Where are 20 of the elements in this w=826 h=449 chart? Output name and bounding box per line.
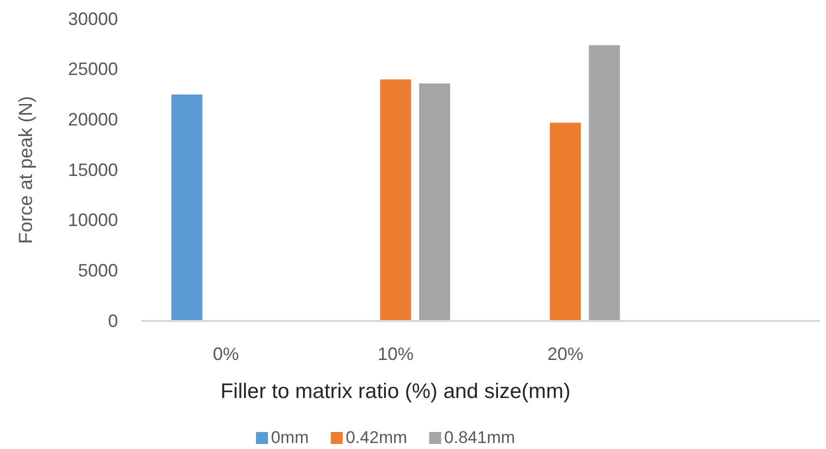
bar [171,94,202,321]
legend-label: 0.841mm [444,428,516,447]
y-tick-label: 5000 [78,260,118,280]
y-tick-label: 15000 [68,160,118,180]
y-tick-label: 10000 [68,210,118,230]
y-axis-title: Force at peak (N) [16,96,37,244]
y-tick-label: 25000 [68,59,118,80]
legend-label: 0.42mm [346,428,408,447]
bar [419,83,450,321]
x-tick-label: 20% [547,344,584,364]
x-axis-title: Filler to matrix ratio (%) and size(mm) [220,380,571,403]
bar [380,79,412,321]
bar [550,122,581,321]
y-tick-label: 30000 [68,8,118,29]
x-tick-label: 0% [212,344,239,364]
x-tick-label: 10% [378,344,414,364]
y-tick-label: 0 [108,310,118,331]
y-tick-label: 20000 [68,109,118,130]
legend-label: 0mm [270,428,309,447]
bar [588,45,620,321]
